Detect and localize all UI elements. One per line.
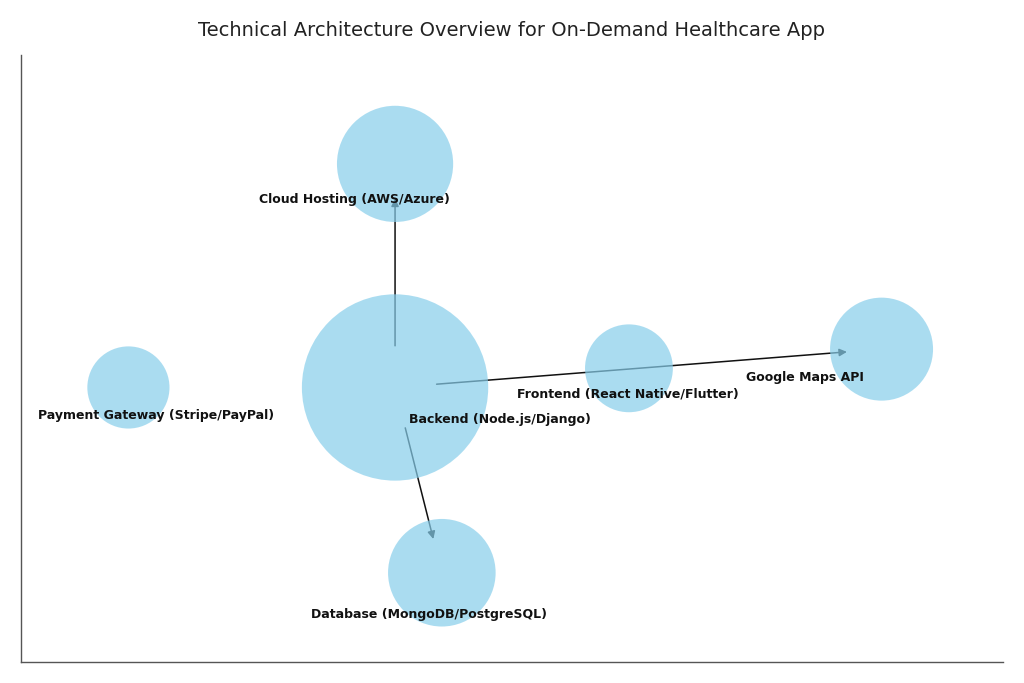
Text: Frontend (React Native/Flutter): Frontend (React Native/Flutter) [517,387,738,400]
Text: Database (MongoDB/PostgreSQL): Database (MongoDB/PostgreSQL) [311,608,547,621]
Point [621,363,637,374]
Point [873,344,890,354]
Text: Payment Gateway (Stripe/PayPal): Payment Gateway (Stripe/PayPal) [38,408,273,421]
Text: Google Maps API: Google Maps API [745,372,864,385]
Point [387,382,403,393]
Point [433,568,450,579]
Text: Backend (Node.js/Django): Backend (Node.js/Django) [410,413,591,426]
Point [120,382,136,393]
Title: Technical Architecture Overview for On-Demand Healthcare App: Technical Architecture Overview for On-D… [199,21,825,40]
Point [387,158,403,169]
Text: Cloud Hosting (AWS/Azure): Cloud Hosting (AWS/Azure) [259,193,451,206]
